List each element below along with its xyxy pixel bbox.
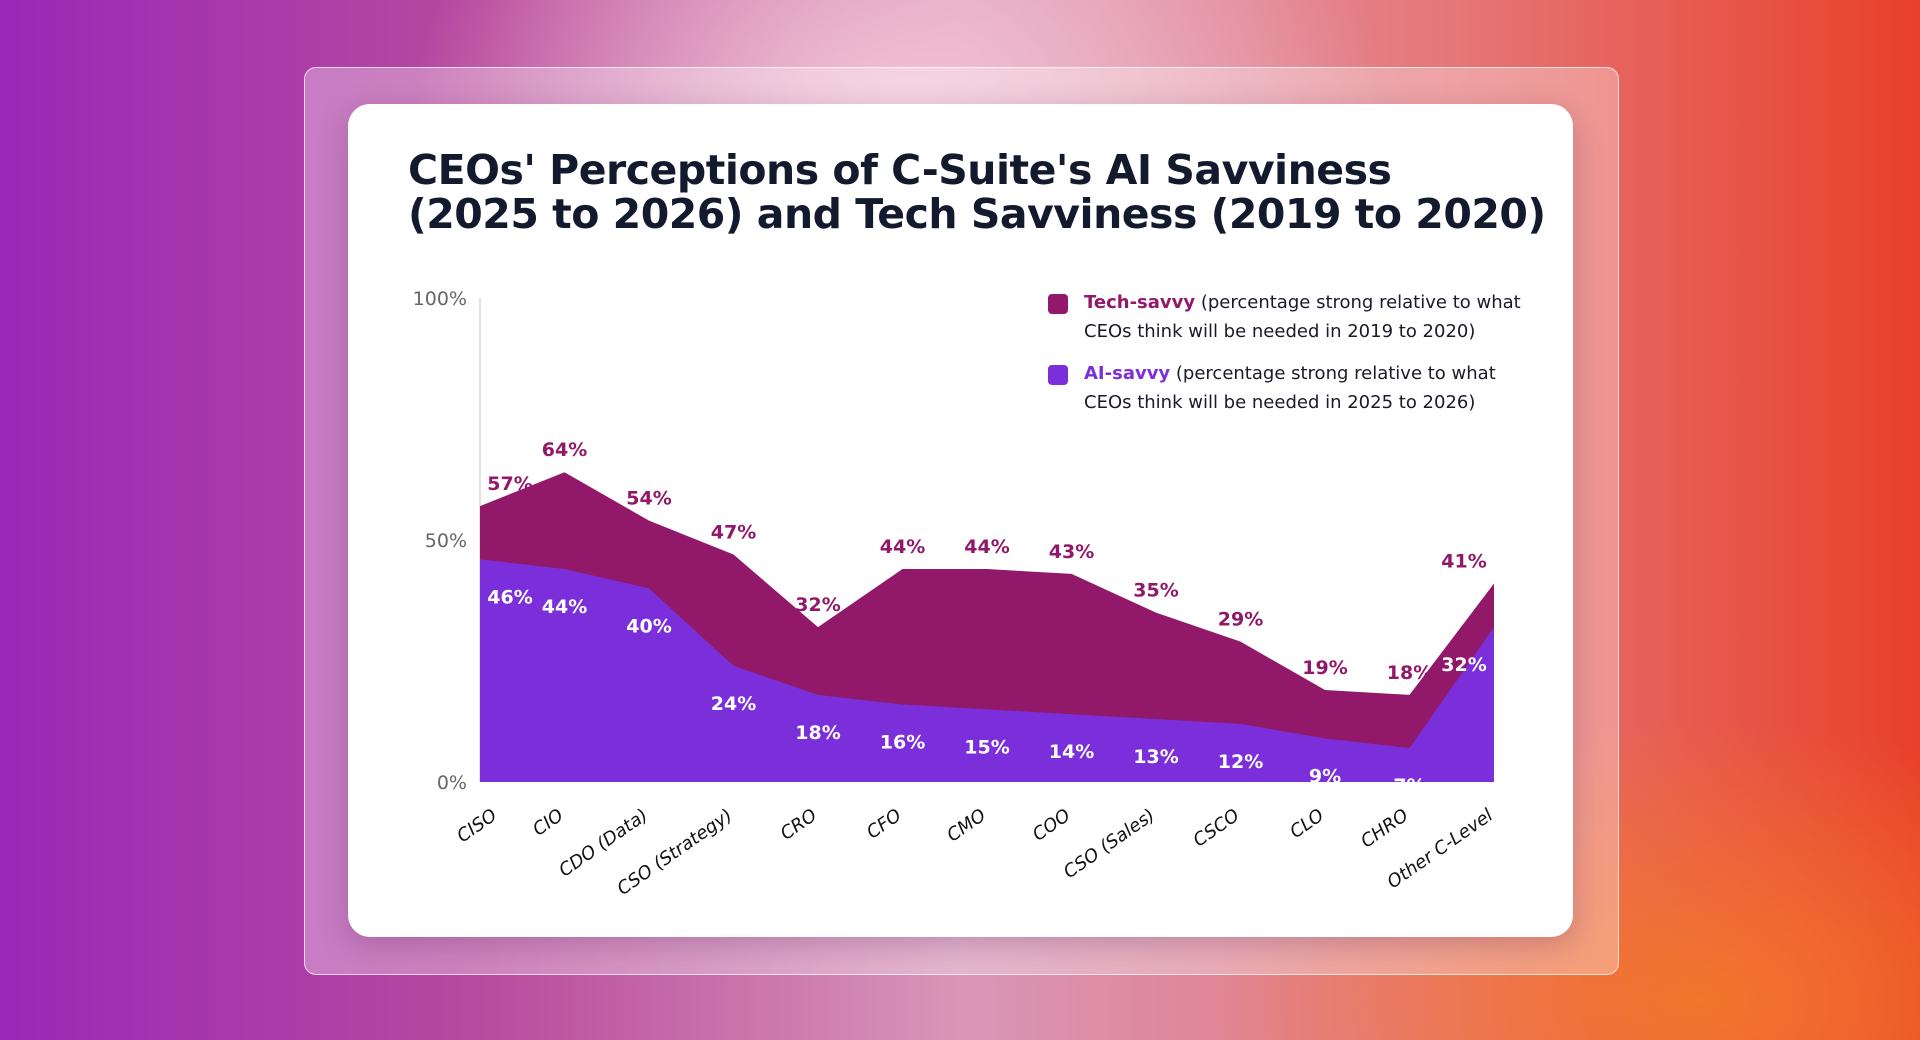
ai-value-label: 13% — [1133, 746, 1178, 768]
ai-value-label: 44% — [542, 596, 587, 618]
x-tick-label: CMO — [943, 805, 990, 846]
legend-name: AI-savvy — [1084, 363, 1171, 384]
x-tick-label: CISO — [453, 805, 501, 847]
x-tick-label: CHRO — [1357, 805, 1412, 852]
ai-value-label: 15% — [964, 736, 1009, 758]
legend-desc: CEOs think will be needed in 2019 to 202… — [1084, 321, 1476, 342]
tech-value-label: 19% — [1302, 657, 1347, 679]
tech-swatch-icon — [1048, 294, 1068, 314]
x-tick-label: CIO — [529, 805, 567, 841]
tech-value-label: 18% — [1387, 662, 1432, 684]
chart-title: CEOs' Perceptions of C-Suite's AI Savvin… — [408, 148, 1546, 236]
legend-name: Tech-savvy — [1084, 292, 1196, 313]
title-line-1: CEOs' Perceptions of C-Suite's AI Savvin… — [408, 146, 1392, 194]
legend-item-tech: Tech-savvy (percentage strong relative t… — [1048, 288, 1528, 346]
ai-value-label: 18% — [795, 722, 840, 744]
ai-value-label: 46% — [487, 586, 532, 608]
tech-value-label: 44% — [964, 536, 1009, 558]
x-tick-label: COO — [1029, 805, 1075, 846]
tech-value-label: 47% — [711, 522, 756, 544]
x-tick-label: CLO — [1286, 805, 1328, 843]
ai-value-label: 16% — [880, 732, 925, 754]
y-tick-label: 0% — [437, 772, 467, 794]
tech-value-label: 41% — [1441, 551, 1486, 573]
ai-value-label: 9% — [1309, 765, 1341, 787]
tech-value-label: 32% — [795, 594, 840, 616]
y-tick-label: 100% — [413, 288, 467, 310]
x-tick-label: CSO (Sales) — [1060, 805, 1159, 883]
ai-swatch-icon — [1048, 365, 1068, 385]
legend-item-ai: AI-savvy (percentage strong relative to … — [1048, 359, 1528, 417]
tech-value-label: 54% — [626, 488, 671, 510]
ai-value-label: 14% — [1049, 741, 1094, 763]
ai-value-label: 40% — [626, 615, 671, 637]
ai-value-label: 24% — [711, 693, 756, 715]
tech-value-label: 29% — [1218, 609, 1263, 631]
tech-value-label: 43% — [1049, 541, 1094, 563]
tech-value-label: 57% — [487, 473, 532, 495]
x-tick-label: CFO — [863, 805, 905, 843]
legend-desc: CEOs think will be needed in 2025 to 202… — [1084, 392, 1476, 413]
tech-value-label: 35% — [1133, 580, 1178, 602]
legend: Tech-savvy (percentage strong relative t… — [1048, 288, 1528, 430]
title-line-2: (2025 to 2026) and Tech Savviness (2019 … — [408, 190, 1546, 238]
x-tick-label: CRO — [777, 805, 821, 845]
ai-value-label: 7% — [1393, 775, 1425, 797]
legend-desc: (percentage strong relative to what — [1195, 292, 1521, 313]
tech-value-label: 64% — [542, 439, 587, 461]
y-tick-label: 50% — [425, 530, 467, 552]
ai-savvy-area — [480, 559, 1494, 782]
chart-card: CEOs' Perceptions of C-Suite's AI Savvin… — [348, 104, 1573, 937]
ai-value-label: 32% — [1441, 654, 1486, 676]
tech-value-label: 44% — [880, 536, 925, 558]
legend-desc: (percentage strong relative to what — [1170, 363, 1496, 384]
ai-value-label: 12% — [1218, 751, 1263, 773]
x-tick-label: CSCO — [1189, 805, 1243, 851]
